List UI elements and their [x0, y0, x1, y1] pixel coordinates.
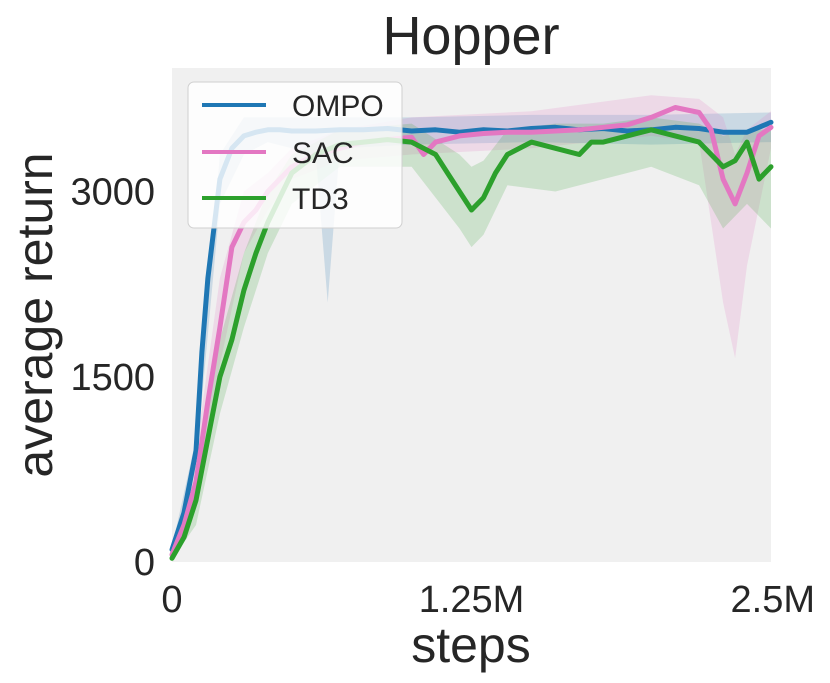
legend-box: [187, 81, 403, 229]
y-axis-ticks: 0 1500 3000: [70, 172, 155, 585]
x-tick-label: 2.5M: [731, 579, 815, 621]
legend-label-td3: TD3: [292, 183, 349, 216]
legend: OMPO SAC TD3: [187, 81, 403, 229]
x-axis-title: steps: [411, 617, 531, 673]
chart-title: Hopper: [382, 6, 559, 66]
y-tick-label: 0: [134, 542, 155, 584]
x-axis-ticks: 0 1.25M 2.5M: [161, 579, 815, 621]
band-sac: [172, 95, 771, 558]
y-axis-title: average return: [7, 152, 63, 477]
legend-label-sac: SAC: [292, 137, 354, 170]
x-tick-label: 1.25M: [419, 579, 525, 621]
series-line-sac: [169, 105, 774, 558]
y-tick-label: 1500: [70, 357, 155, 399]
series-line-td3: [169, 127, 774, 561]
legend-label-ompo: OMPO: [292, 90, 384, 123]
x-tick-label: 0: [161, 579, 182, 621]
y-tick-label: 3000: [70, 172, 155, 214]
